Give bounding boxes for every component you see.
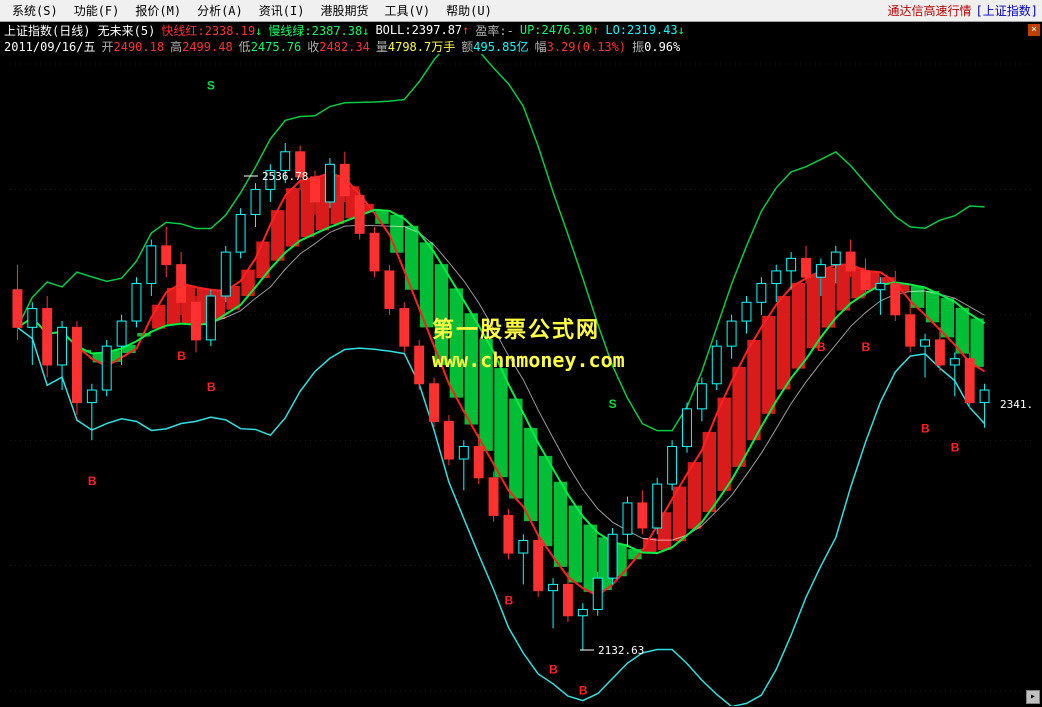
index-link[interactable]: [上证指数] (976, 2, 1038, 19)
ohlc-line: 2011/09/16/五 开2490.18 高2499.48 低2475.76 … (0, 38, 1042, 54)
menu-system[interactable]: 系统(S) (4, 0, 66, 21)
menu-help[interactable]: 帮助(U) (438, 0, 500, 21)
svg-text:2341.: 2341. (1000, 398, 1033, 411)
svg-text:2536.78: 2536.78 (262, 170, 308, 183)
close-icon[interactable]: × (1028, 24, 1040, 36)
svg-text:B: B (579, 684, 588, 698)
menubar: 系统(S) 功能(F) 报价(M) 分析(A) 资讯(I) 港股期货 工具(V)… (0, 0, 1042, 22)
svg-text:B: B (88, 474, 97, 488)
menu-tools[interactable]: 工具(V) (376, 0, 438, 21)
svg-text:B: B (177, 349, 186, 363)
svg-text:B: B (549, 662, 558, 676)
svg-text:S: S (207, 79, 215, 93)
scroll-right-icon[interactable]: ▸ (1026, 690, 1040, 704)
date-label: 2011/09/16/五 (4, 38, 95, 55)
menu-analysis[interactable]: 分析(A) (189, 0, 251, 21)
svg-text:B: B (862, 340, 871, 354)
svg-text:B: B (921, 422, 930, 436)
svg-text:2132.63: 2132.63 (598, 644, 644, 657)
price-chart[interactable]: BBBSBBBSSBBBB2536.782132.632341. 第一股票公式网… (0, 54, 1042, 706)
indicator-line-1: 上证指数(日线) 无未来(5) 快线红:2338.19↓ 慢线绿:2387.38… (0, 22, 1042, 38)
conn-title: 通达信高速行情 (888, 2, 976, 19)
menu-function[interactable]: 功能(F) (66, 0, 128, 21)
svg-text:B: B (817, 340, 826, 354)
menu-quote[interactable]: 报价(M) (127, 0, 189, 21)
svg-text:S: S (609, 397, 617, 411)
menu-info[interactable]: 资讯(I) (251, 0, 313, 21)
symbol-label: 上证指数(日线) 无未来(5) (4, 22, 155, 39)
svg-text:B: B (207, 380, 216, 394)
svg-text:B: B (951, 440, 960, 454)
svg-text:B: B (504, 593, 513, 607)
menu-hk[interactable]: 港股期货 (312, 0, 376, 21)
